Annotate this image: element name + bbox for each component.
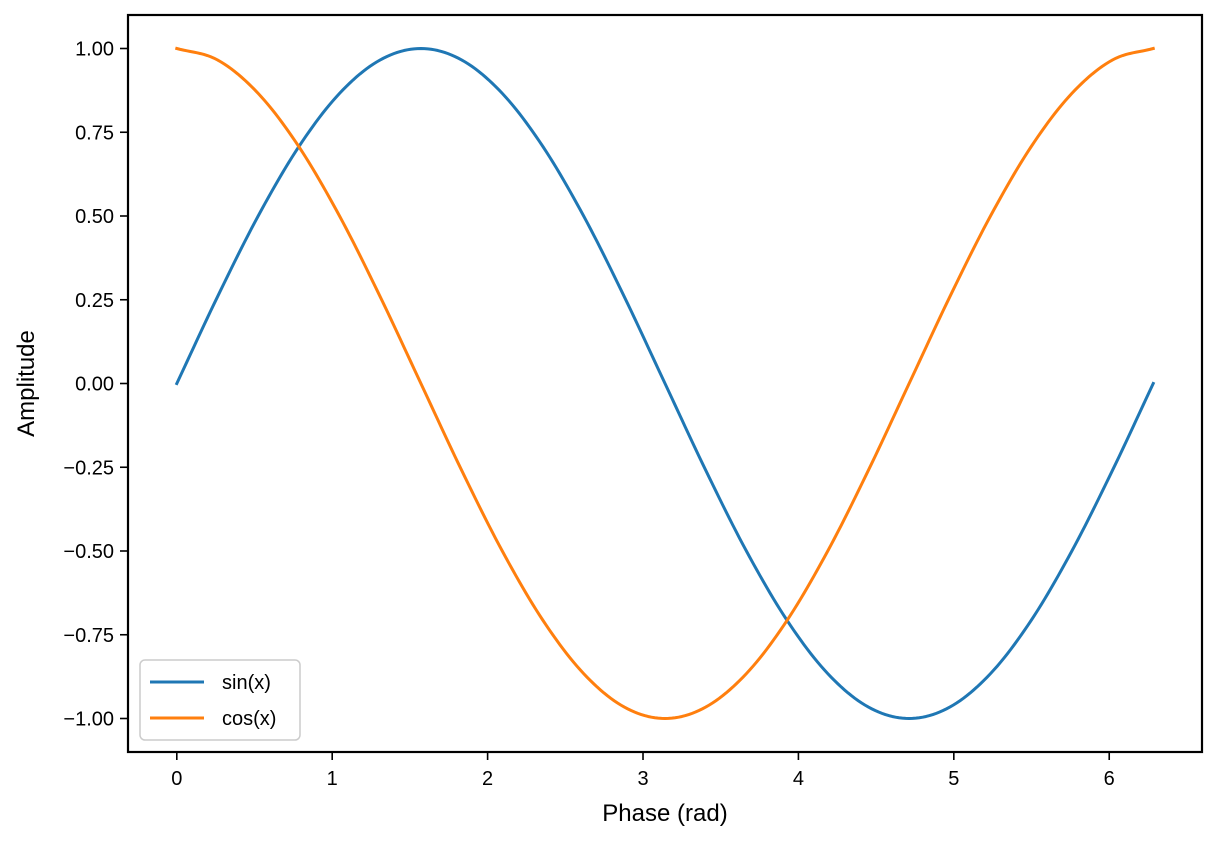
x-tick-label: 2	[482, 768, 493, 790]
x-tick-label: 6	[1104, 768, 1115, 790]
legend-box	[139, 659, 301, 741]
y-tick-label: −0.25	[63, 457, 114, 479]
y-axis-title: Amplitude	[13, 330, 40, 437]
x-tick-label: 4	[793, 768, 804, 790]
x-tick-label: 5	[948, 768, 959, 790]
x-axis-title: Phase (rad)	[602, 800, 727, 827]
x-tick-label: 0	[171, 768, 182, 790]
y-tick-label: −0.50	[63, 541, 114, 563]
y-tick-label: 0.25	[75, 290, 114, 312]
y-tick-label: 0.00	[75, 374, 114, 396]
series-line-cos	[174, 46, 1156, 720]
legend-label: sin(x)	[222, 672, 271, 694]
legend: sin(x) cos(x)	[139, 659, 301, 741]
axis-labels: Phase (rad) Amplitude	[13, 330, 728, 827]
x-tick-label: 3	[637, 768, 648, 790]
series-line-sin	[174, 47, 1156, 720]
legend-label: cos(x)	[222, 708, 276, 730]
y-tick-label: −0.75	[63, 625, 114, 647]
axes: 0 1 2 3 4 5 6 −1.00 −0.75 −0.50 −0.25 0.00 0.25 0.50 0…	[63, 13, 1204, 790]
x-tick-label: 1	[327, 768, 338, 790]
y-tick-label: 0.50	[75, 206, 114, 228]
y-tick-label: 1.00	[75, 39, 114, 61]
y-tick-label: −1.00	[63, 709, 114, 731]
y-tick-label: 0.75	[75, 122, 114, 144]
plot-area	[174, 46, 1156, 720]
